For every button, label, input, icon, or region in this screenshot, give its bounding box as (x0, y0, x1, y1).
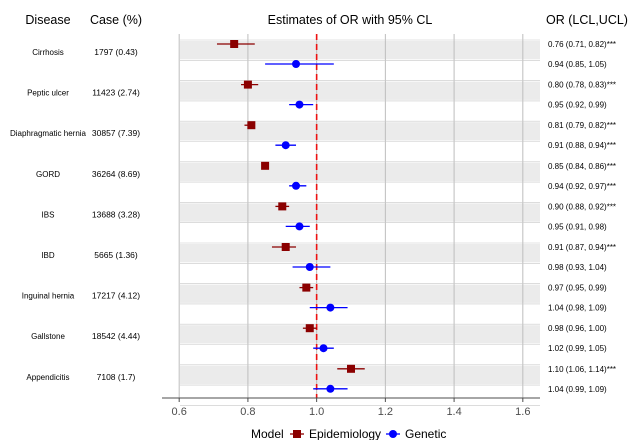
row-band (180, 162, 540, 182)
x-tick-label: 1.2 (378, 406, 393, 418)
row-labels: Cirrhosis 1797 (0.43) 0.76 (0.71, 0.82)***… (10, 40, 616, 394)
x-tick-label: 0.8 (240, 406, 255, 418)
legend-gen-symbol (389, 430, 397, 438)
header-or: OR (LCL,UCL) (546, 13, 628, 27)
epi-point (261, 161, 270, 170)
case-label: 7108 (1.7) (97, 372, 136, 382)
disease-label: IBS (42, 210, 55, 219)
case-label: 11423 (2.74) (92, 88, 140, 98)
gen-point (292, 60, 301, 68)
epi-point (302, 283, 311, 292)
gen-or-label: 1.02 (0.99, 1.05) (548, 344, 607, 353)
estimate-marks (216, 40, 365, 393)
disease-label: Peptic ulcer (27, 89, 69, 98)
gen-point (295, 222, 304, 231)
epi-or-label: 0.91 (0.87, 0.94)*** (548, 243, 616, 252)
disease-label: Appendicitis (26, 373, 69, 382)
disease-label: GORD (36, 170, 60, 179)
gen-or-label: 0.95 (0.92, 0.99) (548, 101, 607, 110)
header-case: Case (%) (90, 13, 142, 27)
gen-or-label: 0.94 (0.85, 1.05) (548, 60, 607, 69)
row-band (180, 203, 540, 222)
gen-or-label: 0.94 (0.92, 0.97)*** (548, 182, 616, 191)
epi-point (305, 324, 314, 333)
row-bands (180, 41, 540, 385)
header-disease: Disease (25, 13, 70, 27)
x-tick-label: 1.4 (446, 406, 461, 418)
disease-label: Inguinal hernia (22, 292, 75, 301)
case-label: 1797 (0.43) (94, 47, 138, 57)
grid-lines (178, 34, 540, 406)
epi-point (281, 243, 290, 251)
gen-point (295, 100, 304, 109)
epi-point (243, 80, 252, 89)
epi-or-label: 0.98 (0.96, 1.00) (548, 324, 607, 333)
disease-label: Gallstone (31, 332, 65, 341)
legend-epi-label: Epidemiology (309, 427, 381, 440)
row-band (180, 244, 540, 263)
case-label: 36264 (8.69) (92, 169, 140, 179)
epi-point (230, 40, 239, 48)
gen-or-label: 0.95 (0.91, 0.98) (548, 222, 607, 231)
epi-or-label: 0.80 (0.78, 0.83)*** (548, 81, 616, 90)
legend-gen-label: Genetic (405, 427, 446, 440)
case-label: 17217 (4.12) (92, 291, 140, 301)
case-label: 18542 (4.44) (92, 331, 140, 341)
epi-point (247, 121, 256, 130)
disease-label: Cirrhosis (32, 48, 64, 57)
x-tick-label: 1.0 (309, 406, 324, 418)
gen-point (319, 344, 328, 353)
gen-or-label: 0.91 (0.88, 0.94)*** (548, 141, 616, 150)
legend-title: Model (251, 427, 284, 440)
gen-or-label: 0.98 (0.93, 1.04) (548, 263, 607, 272)
disease-label: IBD (41, 251, 55, 260)
epi-point (278, 202, 287, 211)
epi-or-label: 1.10 (1.06, 1.14)*** (548, 365, 616, 374)
chart-title: Estimates of OR with 95% CL (268, 13, 433, 27)
epi-point (347, 364, 355, 373)
gen-or-label: 1.04 (0.98, 1.09) (548, 304, 607, 313)
row-band (180, 365, 540, 385)
epi-or-label: 0.81 (0.79, 0.82)*** (548, 121, 616, 130)
row-band (180, 284, 540, 303)
case-label: 13688 (3.28) (92, 209, 140, 219)
gen-point (292, 181, 301, 190)
epi-or-label: 0.90 (0.88, 0.92)*** (548, 202, 616, 211)
x-tick-label: 0.6 (172, 406, 187, 418)
gen-point (326, 303, 335, 312)
row-band (180, 122, 540, 141)
legend-epi-symbol (293, 430, 301, 438)
x-tick-label: 1.6 (515, 406, 530, 418)
case-label: 5665 (1.36) (94, 250, 138, 260)
gen-point (281, 141, 290, 150)
gen-point (326, 384, 335, 393)
epi-or-label: 0.97 (0.95, 0.99) (548, 284, 607, 293)
epi-or-label: 0.85 (0.84, 0.86)*** (548, 162, 616, 171)
row-band (180, 41, 540, 60)
case-label: 30857 (7.39) (92, 128, 140, 138)
row-band (180, 325, 540, 344)
row-band (180, 81, 540, 100)
legend: Model Epidemiology Genetic (251, 427, 446, 440)
epi-or-label: 0.76 (0.71, 0.82)*** (548, 40, 616, 49)
disease-label: Diaphragmatic hernia (10, 129, 87, 138)
gen-point (305, 263, 314, 271)
gen-or-label: 1.04 (0.99, 1.09) (548, 385, 607, 394)
x-axis: 0.6 0.8 1.0 1.2 1.4 1.6 (162, 397, 540, 418)
